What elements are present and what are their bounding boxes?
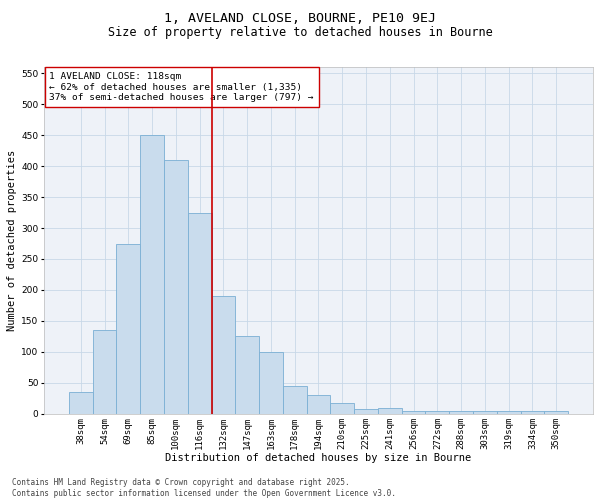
Bar — [307, 396, 331, 414]
Bar — [521, 411, 544, 414]
Bar — [92, 330, 116, 414]
Y-axis label: Number of detached properties: Number of detached properties — [7, 150, 17, 331]
Bar — [212, 296, 235, 414]
Bar — [401, 411, 425, 414]
Bar — [331, 402, 354, 414]
Bar — [69, 392, 92, 414]
Bar — [425, 411, 449, 414]
Bar — [354, 409, 378, 414]
Bar — [116, 244, 140, 414]
Bar — [449, 411, 473, 414]
Bar — [497, 411, 521, 414]
Text: 1 AVELAND CLOSE: 118sqm
← 62% of detached houses are smaller (1,335)
37% of semi: 1 AVELAND CLOSE: 118sqm ← 62% of detache… — [49, 72, 314, 102]
Bar — [164, 160, 188, 414]
Bar — [235, 336, 259, 414]
Bar — [140, 135, 164, 414]
Bar — [378, 408, 401, 414]
Bar — [473, 411, 497, 414]
Bar — [259, 352, 283, 414]
X-axis label: Distribution of detached houses by size in Bourne: Distribution of detached houses by size … — [166, 453, 472, 463]
Text: 1, AVELAND CLOSE, BOURNE, PE10 9EJ: 1, AVELAND CLOSE, BOURNE, PE10 9EJ — [164, 12, 436, 26]
Text: Size of property relative to detached houses in Bourne: Size of property relative to detached ho… — [107, 26, 493, 39]
Bar — [544, 411, 568, 414]
Text: Contains HM Land Registry data © Crown copyright and database right 2025.
Contai: Contains HM Land Registry data © Crown c… — [12, 478, 396, 498]
Bar — [188, 212, 212, 414]
Bar — [283, 386, 307, 414]
